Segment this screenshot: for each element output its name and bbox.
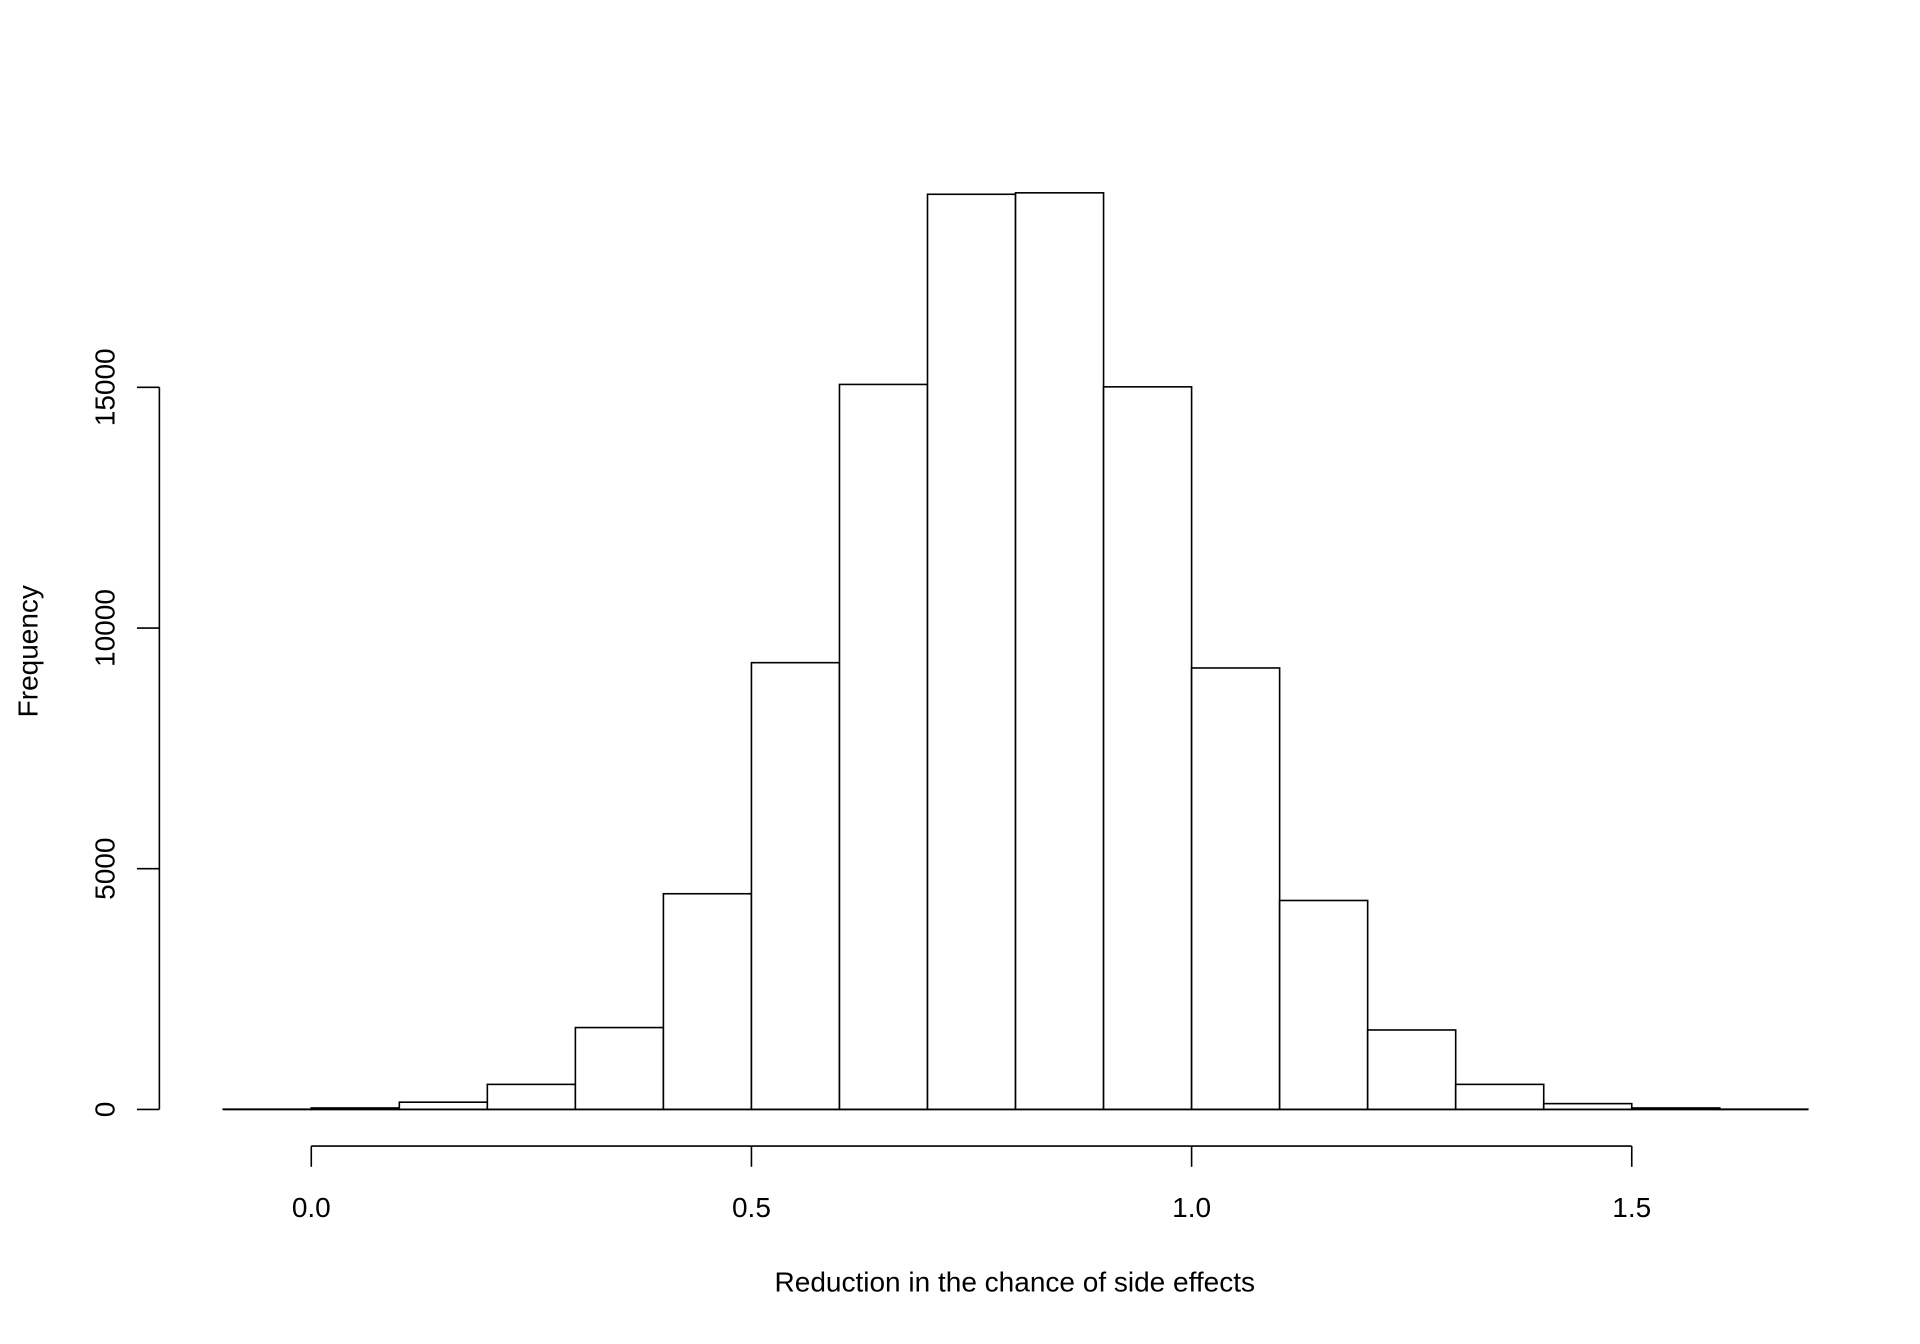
bars-group bbox=[222, 192, 1809, 1111]
histogram-bar bbox=[398, 1101, 489, 1111]
y-axis: 0 5000 10000 15000 bbox=[90, 348, 161, 1118]
x-axis: 0.0 0.5 1.0 1.5 bbox=[292, 1145, 1651, 1223]
histogram-bar bbox=[838, 383, 929, 1111]
x-tick-label: 0.5 bbox=[732, 1192, 771, 1223]
histogram-bar bbox=[662, 892, 753, 1111]
histogram-bar bbox=[1542, 1102, 1633, 1111]
histogram-bar bbox=[574, 1026, 665, 1111]
histogram-bar bbox=[486, 1083, 577, 1111]
histogram-bar bbox=[1190, 667, 1281, 1111]
histogram-bar bbox=[1102, 386, 1193, 1111]
histogram-bar bbox=[1366, 1029, 1457, 1111]
histogram-bar bbox=[1454, 1083, 1545, 1111]
histogram-bar bbox=[1278, 899, 1369, 1111]
histogram-bar bbox=[926, 193, 1017, 1111]
histogram-bar bbox=[750, 661, 841, 1111]
x-axis-title: Reduction in the chance of side effects bbox=[775, 1266, 1255, 1297]
histogram-bar bbox=[1014, 192, 1105, 1111]
y-tick-label: 15000 bbox=[90, 348, 121, 426]
y-tick-label: 0 bbox=[90, 1102, 121, 1118]
y-tick-label: 5000 bbox=[90, 838, 121, 900]
x-tick-label: 0.0 bbox=[292, 1192, 331, 1223]
y-axis-title: Frequency bbox=[12, 585, 43, 717]
x-tick-label: 1.0 bbox=[1172, 1192, 1211, 1223]
x-tick-label: 1.5 bbox=[1612, 1192, 1651, 1223]
y-tick-label: 10000 bbox=[90, 589, 121, 667]
